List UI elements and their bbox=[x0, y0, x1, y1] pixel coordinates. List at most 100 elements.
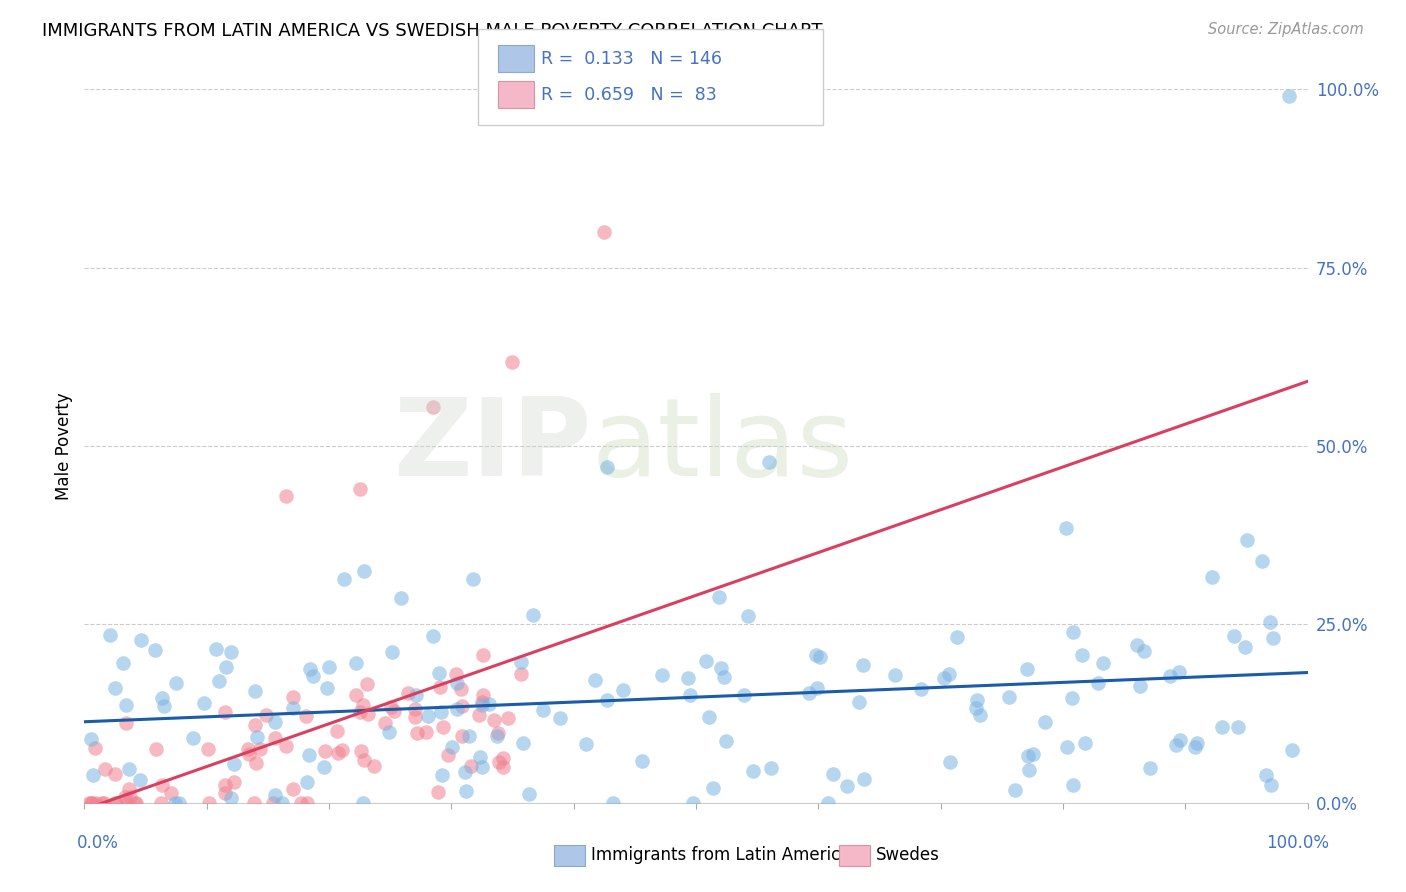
Point bbox=[596, 693, 619, 707]
Point bbox=[486, 729, 509, 743]
Point bbox=[378, 725, 401, 739]
Point bbox=[934, 671, 956, 685]
Point bbox=[965, 701, 987, 715]
Point bbox=[163, 796, 186, 810]
Point bbox=[104, 767, 127, 781]
Point bbox=[80, 731, 103, 746]
Text: 100.0%: 100.0% bbox=[1265, 834, 1329, 852]
Point bbox=[208, 674, 231, 689]
Point bbox=[114, 789, 136, 804]
Point bbox=[389, 591, 412, 606]
Point bbox=[356, 706, 378, 721]
Text: Immigrants from Latin America: Immigrants from Latin America bbox=[591, 847, 849, 864]
Text: R =  0.133   N = 146: R = 0.133 N = 146 bbox=[541, 50, 723, 68]
Point bbox=[238, 742, 260, 756]
Point bbox=[486, 726, 509, 740]
Point bbox=[243, 796, 266, 810]
Point bbox=[1133, 644, 1156, 658]
Point bbox=[1017, 662, 1039, 676]
Point bbox=[450, 729, 472, 743]
Point bbox=[946, 630, 969, 644]
Point bbox=[531, 703, 554, 717]
Point bbox=[429, 680, 451, 694]
Point bbox=[93, 796, 115, 810]
Point bbox=[193, 696, 215, 710]
Point bbox=[848, 695, 870, 709]
Point bbox=[450, 681, 472, 696]
Point bbox=[415, 725, 437, 739]
Point bbox=[429, 705, 451, 719]
Point bbox=[167, 796, 190, 810]
Point bbox=[454, 764, 477, 779]
Point bbox=[145, 741, 167, 756]
Point bbox=[295, 796, 318, 810]
Point bbox=[153, 699, 176, 714]
Point bbox=[344, 688, 367, 702]
Point bbox=[219, 790, 242, 805]
Point bbox=[697, 710, 720, 724]
Point bbox=[98, 628, 121, 642]
Point bbox=[422, 629, 444, 643]
Point bbox=[612, 682, 634, 697]
Point bbox=[484, 713, 506, 727]
Point bbox=[1060, 691, 1083, 706]
Point bbox=[254, 707, 277, 722]
Point bbox=[593, 225, 616, 239]
Text: R =  0.659   N =  83: R = 0.659 N = 83 bbox=[541, 86, 717, 103]
Point bbox=[1254, 768, 1277, 782]
Point bbox=[1004, 783, 1026, 797]
Point bbox=[104, 796, 127, 810]
Point bbox=[396, 686, 419, 700]
Point bbox=[283, 782, 305, 797]
Point bbox=[1126, 638, 1149, 652]
Point bbox=[938, 666, 960, 681]
Point bbox=[446, 667, 468, 681]
Text: ZIP: ZIP bbox=[394, 393, 592, 499]
Point bbox=[124, 796, 146, 810]
Point bbox=[264, 731, 287, 745]
Point bbox=[93, 762, 115, 776]
Point bbox=[159, 786, 181, 800]
Point bbox=[457, 729, 479, 743]
Point bbox=[150, 691, 173, 706]
Point bbox=[437, 748, 460, 763]
Point bbox=[471, 760, 494, 774]
Point bbox=[405, 688, 427, 702]
Point bbox=[1167, 665, 1189, 680]
Point bbox=[1159, 669, 1181, 683]
Point bbox=[249, 742, 271, 756]
Point bbox=[118, 782, 141, 797]
Point bbox=[427, 785, 450, 799]
Point bbox=[111, 656, 134, 670]
Point bbox=[432, 720, 454, 734]
Point bbox=[1091, 656, 1114, 670]
Point bbox=[82, 768, 104, 782]
Point bbox=[713, 669, 735, 683]
Point bbox=[349, 706, 371, 720]
Point bbox=[84, 796, 107, 810]
Point bbox=[522, 608, 544, 623]
Point bbox=[314, 744, 336, 758]
Point bbox=[471, 695, 494, 709]
Point bbox=[451, 699, 474, 714]
Point bbox=[238, 747, 260, 761]
Point bbox=[492, 751, 515, 765]
Point bbox=[446, 702, 468, 716]
Point bbox=[737, 609, 759, 624]
Point bbox=[883, 668, 905, 682]
Point bbox=[295, 709, 318, 723]
Point bbox=[276, 489, 298, 503]
Point bbox=[583, 673, 606, 688]
Text: IMMIGRANTS FROM LATIN AMERICA VS SWEDISH MALE POVERTY CORRELATION CHART: IMMIGRANTS FROM LATIN AMERICA VS SWEDISH… bbox=[42, 22, 823, 40]
Point bbox=[682, 796, 704, 810]
Point bbox=[83, 741, 105, 756]
Point bbox=[472, 648, 495, 662]
Point bbox=[214, 705, 236, 719]
Point bbox=[356, 677, 378, 691]
Point bbox=[374, 716, 396, 731]
Point bbox=[596, 459, 619, 474]
Point bbox=[742, 764, 765, 778]
Point bbox=[245, 718, 267, 732]
Point bbox=[181, 731, 204, 745]
Point bbox=[1062, 778, 1084, 792]
